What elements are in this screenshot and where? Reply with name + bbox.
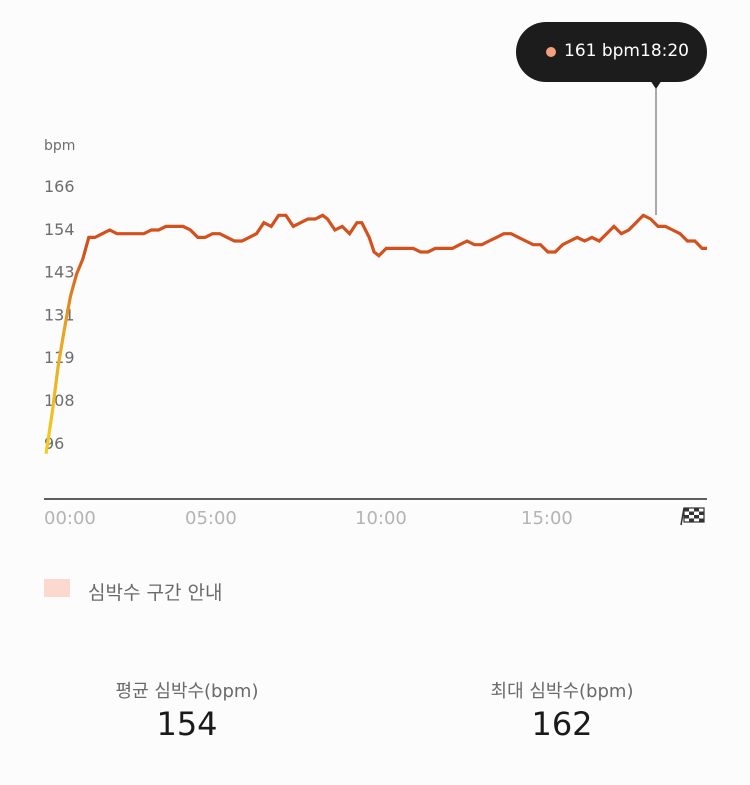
x-tick-label: 15:00	[521, 508, 573, 529]
heart-rate-zone-guide-link[interactable]: 심박수 구간 안내	[88, 582, 223, 604]
y-tick-label: 166	[44, 177, 75, 196]
y-tick-label: 154	[44, 220, 75, 239]
x-tick-label: 05:00	[185, 508, 237, 529]
y-tick-label: 131	[44, 305, 75, 324]
y-axis-unit-label: bpm	[44, 138, 75, 154]
tooltip-pointer	[650, 80, 662, 89]
max-heart-rate-value: 162	[531, 705, 593, 743]
tooltip-dot-icon	[546, 47, 556, 57]
legend-swatch	[44, 579, 70, 597]
tooltip-value: 161 bpm	[564, 41, 640, 61]
tooltip-time: 18:20	[640, 41, 689, 61]
y-tick-label: 143	[44, 263, 75, 282]
avg-heart-rate-value: 154	[156, 705, 218, 743]
finish-flag-icon	[680, 507, 705, 526]
y-tick-label: 108	[44, 391, 75, 410]
x-tick-label: 10:00	[355, 508, 407, 529]
heart-rate-series-line	[44, 213, 707, 455]
max-heart-rate-label: 최대 심박수(bpm)	[490, 681, 634, 702]
heart-rate-tooltip: 161 bpm 18:20	[516, 22, 707, 82]
x-tick-label: 00:00	[44, 508, 96, 529]
avg-heart-rate-label: 평균 심박수(bpm)	[115, 681, 259, 702]
